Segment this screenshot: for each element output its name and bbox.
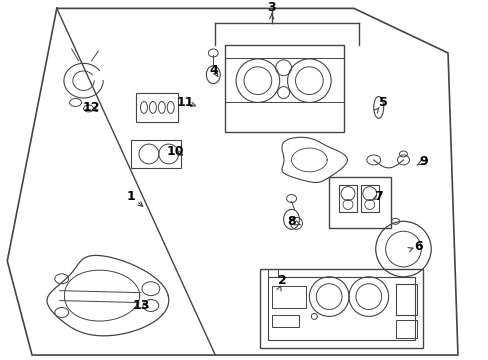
Text: 5: 5 (379, 96, 387, 109)
Bar (395, 284, 416, 315)
Text: 2: 2 (278, 274, 286, 287)
Text: 11: 11 (177, 96, 194, 109)
Bar (136, 93, 177, 122)
Bar (131, 140, 180, 168)
Text: 4: 4 (209, 64, 218, 77)
Text: 7: 7 (374, 190, 382, 203)
Bar (338, 185, 356, 212)
Bar (271, 286, 306, 307)
Text: 12: 12 (82, 101, 100, 114)
Bar (271, 315, 299, 327)
Text: 1: 1 (126, 190, 135, 203)
Bar (225, 45, 344, 132)
Bar (395, 320, 416, 338)
Bar (267, 277, 414, 340)
Bar (328, 177, 390, 228)
Text: 3: 3 (267, 1, 276, 14)
Text: 6: 6 (413, 240, 422, 253)
Text: 13: 13 (132, 299, 149, 312)
Bar (259, 269, 423, 348)
Text: 8: 8 (286, 215, 295, 228)
Bar (267, 269, 277, 277)
Text: 10: 10 (166, 145, 184, 158)
Bar (360, 185, 378, 212)
Text: 9: 9 (418, 156, 427, 168)
